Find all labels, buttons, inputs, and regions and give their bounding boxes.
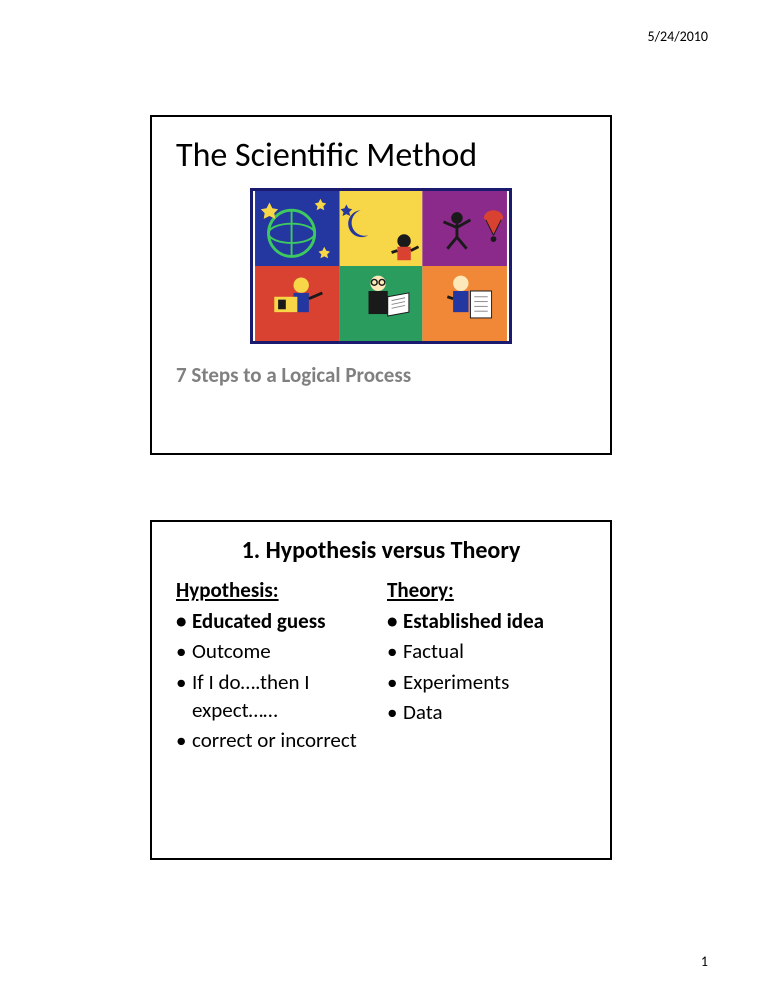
section-title: 1. Hypothesis versus Theory [176,536,586,565]
clipart-image [250,188,512,344]
list-item: Established idea [387,607,586,635]
right-column: Theory: Established idea Factual Experime… [387,577,586,757]
list-item: Factual [387,637,586,665]
slide-2: 1. Hypothesis versus Theory Hypothesis: … [150,520,612,860]
columns: Hypothesis: Educated guessOutcome If I do… [176,577,586,757]
left-heading: Hypothesis: [176,577,375,603]
right-heading: Theory: [387,577,586,603]
subtitle: 7 Steps to a Logical Process [176,362,586,388]
date-header: 5/24/2010 [648,28,708,45]
page-number: 1 [701,953,708,970]
left-column: Hypothesis: Educated guessOutcome If I do… [176,577,375,757]
list-item: If I do….then I expect…… [176,668,375,725]
right-list: Established idea Factual ExperimentsData [387,607,586,726]
slide-1: The Scientific Method [150,115,612,455]
main-title: The Scientific Method [176,135,586,176]
list-item: correct or incorrect [176,726,375,754]
list-item: Educated guess [176,607,375,635]
list-item: Outcome [176,637,375,665]
list-item: Experiments [387,668,586,696]
list-item: Data [387,698,586,726]
left-list: Educated guessOutcome If I do….then I exp… [176,607,375,755]
